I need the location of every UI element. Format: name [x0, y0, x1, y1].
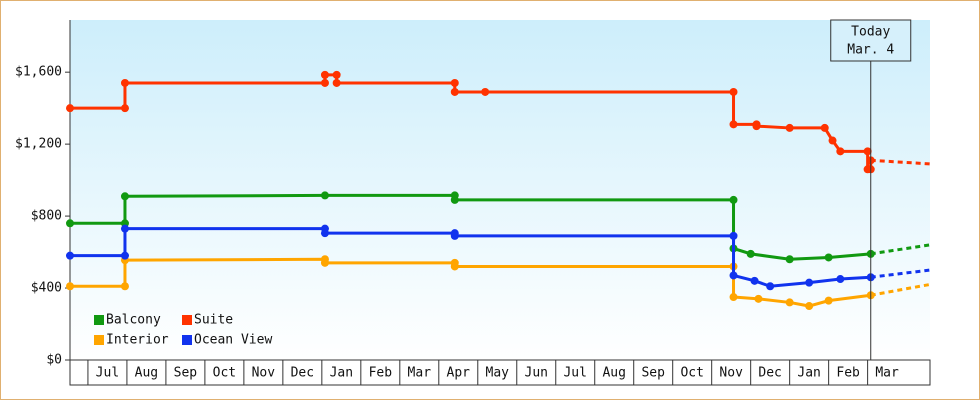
point [450, 195, 459, 204]
point [752, 122, 761, 131]
forecast-line [870, 268, 931, 279]
x-tick-label: Aug [135, 366, 158, 381]
x-tick-label: Nov [252, 366, 276, 381]
x-tick-label: Aug [602, 366, 625, 381]
x-tick-label: Jan [330, 366, 353, 381]
point [729, 271, 738, 280]
point [66, 104, 74, 113]
point [824, 296, 833, 305]
today-box [830, 19, 912, 62]
point [754, 294, 763, 303]
point [785, 255, 794, 264]
point [332, 78, 341, 87]
legend-label: Interior [106, 333, 169, 348]
point [320, 258, 329, 267]
point [828, 136, 837, 145]
point [805, 278, 814, 287]
legend-swatch [94, 335, 104, 345]
point [332, 70, 341, 79]
x-tick-label: Jun [525, 366, 548, 381]
x-tick-label: Apr [447, 366, 471, 381]
point [120, 78, 129, 87]
y-tick-label: $400 [31, 281, 62, 296]
point [66, 282, 74, 291]
point [785, 123, 794, 132]
x-tick-label: Oct [680, 366, 703, 381]
point [729, 195, 738, 204]
point [863, 147, 872, 156]
point [120, 224, 129, 233]
legend-swatch [94, 315, 104, 325]
point [450, 87, 459, 96]
y-tick-label: $1,600 [15, 65, 62, 80]
y-tick-label: $800 [31, 209, 62, 224]
x-tick-label: Feb [369, 366, 393, 381]
x-tick-label: Jul [563, 366, 586, 381]
plot-area [70, 20, 930, 360]
point [729, 87, 738, 96]
point [120, 251, 129, 260]
x-tick-label: Oct [213, 366, 236, 381]
month-strip [69, 359, 931, 386]
today-label: Today [851, 25, 890, 40]
x-tick-label: Feb [836, 366, 860, 381]
point [750, 276, 759, 285]
point [805, 302, 814, 311]
point [729, 120, 738, 129]
point [120, 192, 129, 201]
point [66, 251, 74, 260]
y-tick-label: $1,200 [15, 137, 62, 152]
point [481, 87, 490, 96]
legend-label: Ocean View [194, 333, 272, 348]
point [766, 282, 775, 291]
x-tick-label: Sep [174, 366, 198, 381]
x-tick-label: Sep [641, 366, 665, 381]
x-tick-label: May [486, 366, 510, 381]
legend-label: Suite [194, 313, 233, 328]
point [729, 293, 738, 302]
point [120, 282, 129, 291]
series-line [70, 193, 871, 261]
series-line [70, 73, 873, 171]
series-line [70, 227, 871, 288]
point [120, 104, 129, 113]
point [450, 78, 459, 87]
legend-swatch [182, 335, 192, 345]
point [746, 249, 755, 258]
y-tick-label: $0 [46, 353, 62, 368]
point [836, 147, 845, 156]
x-tick-label: Jul [96, 366, 119, 381]
x-tick-label: Dec [758, 366, 781, 381]
point [820, 123, 829, 132]
forecast-line [870, 158, 931, 166]
x-tick-label: Jan [797, 366, 820, 381]
point [450, 231, 459, 240]
x-tick-label: Mar [875, 366, 899, 381]
x-tick-label: Dec [291, 366, 314, 381]
x-tick-label: Mar [408, 366, 432, 381]
point [66, 219, 74, 228]
point [450, 262, 459, 271]
today-date: Mar. 4 [847, 43, 894, 58]
point [836, 275, 845, 284]
forecast-line [870, 243, 931, 256]
point [785, 298, 794, 307]
x-tick-label: Nov [719, 366, 743, 381]
legend-swatch [182, 315, 192, 325]
point [320, 78, 329, 87]
point [824, 253, 833, 262]
forecast-line [870, 282, 931, 297]
legend-label: Balcony [106, 313, 161, 328]
point [320, 229, 329, 238]
point [320, 191, 329, 200]
point [320, 70, 329, 79]
point [729, 231, 738, 240]
